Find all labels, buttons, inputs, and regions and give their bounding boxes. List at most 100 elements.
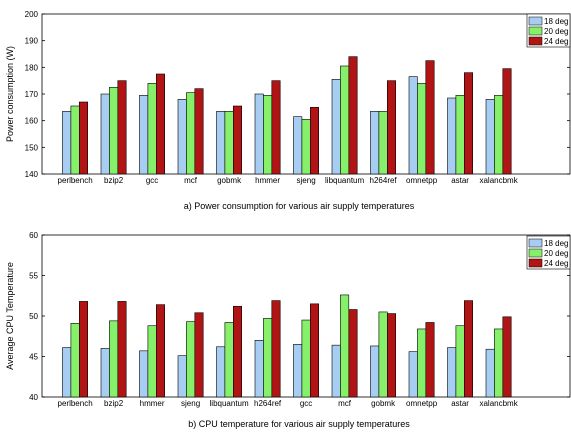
bar-24-deg-xalancbmk [502,68,512,175]
bar-24-deg-astar [463,72,473,175]
x-tick-label: h264ref [254,399,282,408]
bar-24-deg-mcf [194,88,204,175]
bar-20-deg-bzip2 [109,320,119,398]
bar-18-deg-xalancbmk [485,348,495,398]
x-tick-label: gcc [300,399,312,408]
x-tick-label: astar [451,176,469,185]
bar-20-deg-hmmer [263,95,273,175]
bar-24-deg-hmmer [271,80,281,175]
bar-24-deg-h264ref [271,300,281,398]
legend-swatch [528,258,543,268]
bar-20-deg-gcc [301,319,311,398]
y-axis-label: Power consumption (W) [5,46,15,142]
bar-24-deg-gobmk [386,313,396,398]
bar-20-deg-perlbench [70,105,80,175]
bar-20-deg-mcf [340,294,350,398]
y-tick-label: 140 [25,170,39,179]
power-chart: 140 150 160 170 180 190 200 Power consumption (… [5,10,571,211]
bar-18-deg-astar [447,97,457,175]
x-tick-label: libquantum [210,399,249,408]
x-tick-label: perlbench [58,176,93,185]
x-tick-label: hmmer [140,399,165,408]
bar-20-deg-astar [455,95,465,175]
x-tick-label: omnetpp [406,176,438,185]
x-tick-label: sjeng [181,399,200,408]
bar-18-deg-perlbench [62,347,72,398]
bar-20-deg-sjeng [186,321,196,398]
bar-20-deg-gobmk [378,311,388,398]
bar-24-deg-h264ref [386,80,396,175]
x-tick-label: mcf [338,399,352,408]
x-tick-label: gobmk [217,176,242,185]
bar-18-deg-mcf [331,344,341,398]
chart-caption: a) Power consumption for various air sup… [184,201,415,211]
x-tick-label: xalancbmk [479,176,518,185]
legend-swatch [528,238,543,248]
x-tick-label: perlbench [58,399,93,408]
y-tick-label: 170 [25,90,39,99]
y-tick-label: 50 [29,312,38,321]
legend-swatch [528,248,543,258]
x-tick-label: mcf [184,176,198,185]
bar-20-deg-bzip2 [109,87,119,175]
bar-24-deg-libquantum [233,305,243,398]
x-tick-label: xalancbmk [479,399,518,408]
bar-18-deg-h264ref [370,111,380,175]
y-tick-label: 40 [29,393,38,402]
x-tick-label: gcc [146,176,158,185]
y-tick-label: 200 [25,10,39,19]
y-tick-label: 180 [25,63,39,72]
bar-20-deg-omnetpp [417,328,427,398]
bar-20-deg-hmmer [147,325,157,398]
y-axis-label: Average CPU Temperature [5,262,15,370]
bar-18-deg-hmmer [139,350,149,398]
bar-20-deg-perlbench [70,322,80,398]
y-tick-label: 160 [25,117,39,126]
y-tick-label: 55 [29,272,38,281]
bar-24-deg-gobmk [233,105,243,175]
bar-24-deg-perlbench [79,101,89,175]
y-tick-label: 45 [29,353,38,362]
x-tick-label: astar [451,399,469,408]
bar-24-deg-perlbench [79,301,89,398]
legend-label: 18 deg [544,17,568,26]
bar-18-deg-mcf [177,99,187,175]
bar-24-deg-gcc [309,303,319,398]
x-tick-label: gobmk [371,399,396,408]
bar-20-deg-gobmk [224,111,234,175]
legend-label: 18 deg [544,239,568,248]
y-tick-label: 190 [25,37,39,46]
legend-swatch [528,16,543,26]
bar-18-deg-astar [447,347,457,398]
x-tick-label: bzip2 [104,176,124,185]
x-tick-label: bzip2 [104,399,124,408]
bar-20-deg-mcf [186,92,196,175]
bar-24-deg-sjeng [309,107,319,175]
x-tick-label: omnetpp [406,399,438,408]
bar-24-deg-bzip2 [117,301,127,398]
bar-24-deg-astar [463,300,473,398]
bar-24-deg-bzip2 [117,80,127,175]
bar-18-deg-gobmk [370,345,380,398]
bar-24-deg-omnetpp [425,60,435,175]
bar-18-deg-gcc [293,344,303,398]
bar-18-deg-bzip2 [100,348,110,398]
bar-18-deg-perlbench [62,111,72,175]
bar-20-deg-xalancbmk [494,95,504,175]
bar-24-deg-hmmer [156,304,166,398]
x-tick-label: libquantum [325,176,364,185]
legend-label: 20 deg [544,27,568,36]
x-tick-label: h264ref [370,176,398,185]
x-tick-label: sjeng [297,176,316,185]
bar-24-deg-omnetpp [425,322,435,398]
bar-18-deg-hmmer [254,93,264,175]
bar-24-deg-xalancbmk [502,316,512,398]
bar-18-deg-gcc [139,95,149,175]
bar-20-deg-libquantum [224,322,234,398]
bar-18-deg-bzip2 [100,93,110,175]
bar-20-deg-astar [455,325,465,398]
bar-18-deg-libquantum [331,79,341,175]
